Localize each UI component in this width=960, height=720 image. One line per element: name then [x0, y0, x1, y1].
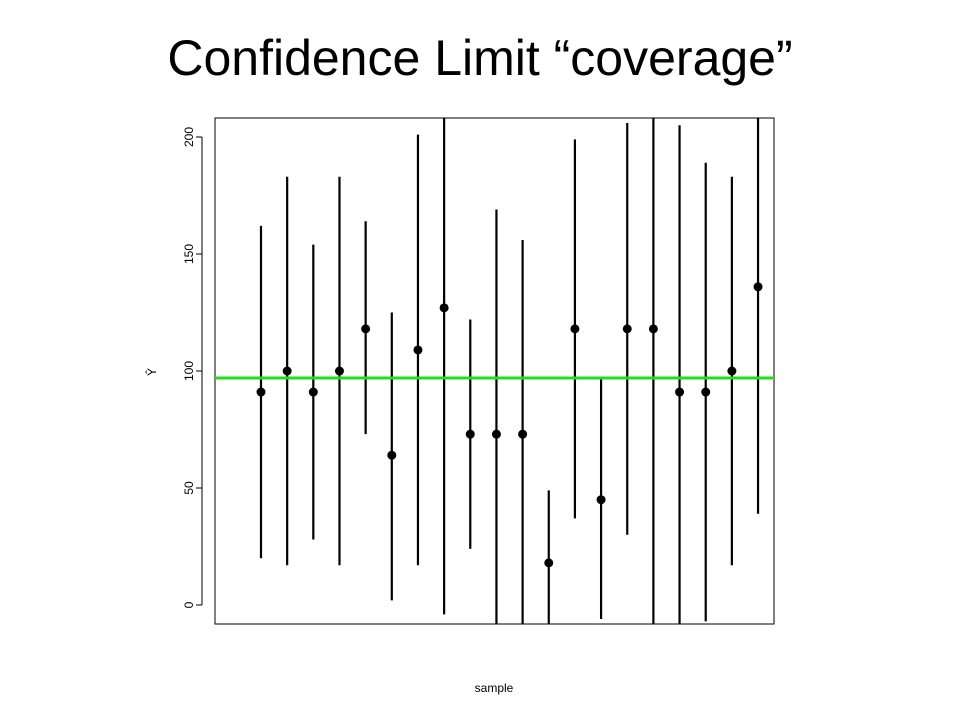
y-tick-label: 50	[182, 481, 196, 495]
point-estimate-marker	[727, 366, 737, 376]
point-estimate-marker	[675, 387, 685, 397]
point-estimate-marker	[518, 429, 528, 439]
y-tick-label: 150	[182, 244, 196, 264]
point-estimate-marker	[361, 324, 371, 334]
point-estimate-marker	[439, 303, 449, 313]
y-tick-label: 200	[182, 127, 196, 147]
y-tick-label: 100	[182, 361, 196, 381]
point-estimate-marker	[282, 366, 292, 376]
point-estimates	[256, 282, 763, 568]
point-estimate-marker	[544, 558, 554, 568]
point-estimate-marker	[308, 387, 318, 397]
point-estimate-marker	[256, 387, 266, 397]
point-estimate-marker	[334, 366, 344, 376]
point-estimate-marker	[596, 495, 606, 505]
y-axis-label: Ŷ	[144, 368, 159, 376]
plot-frame	[214, 117, 775, 625]
point-estimate-marker	[413, 345, 423, 355]
point-estimate-marker	[648, 324, 658, 334]
point-estimate-marker	[753, 282, 763, 292]
point-estimate-marker	[570, 324, 580, 334]
y-tick-label: 0	[182, 601, 196, 608]
point-estimate-marker	[701, 387, 711, 397]
point-estimate-marker	[387, 450, 397, 460]
point-estimate-marker	[622, 324, 632, 334]
point-estimate-marker	[465, 429, 475, 439]
y-axis-ticks: 0 50 100 150 200	[182, 127, 202, 608]
slide-title: Confidence Limit “coverage”	[167, 30, 793, 86]
point-estimate-marker	[491, 429, 501, 439]
x-axis-label: sample	[475, 681, 514, 695]
